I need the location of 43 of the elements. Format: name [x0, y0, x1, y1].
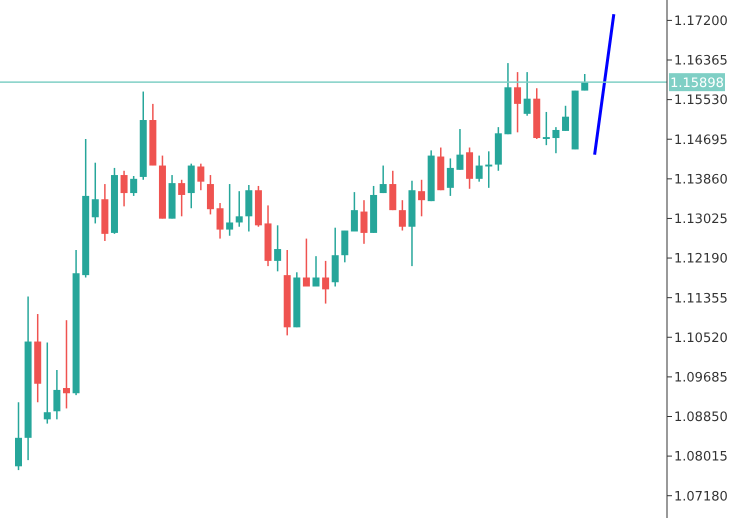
y-tick-label: 1.17200: [674, 14, 728, 30]
y-tick-label: 1.09685: [674, 370, 728, 386]
candlestick: [485, 150, 492, 189]
y-tick-label: 1.12190: [674, 252, 728, 267]
candlestick: [302, 238, 310, 288]
candlestick: [350, 191, 358, 232]
candlestick: [514, 71, 522, 134]
candlestick: [120, 170, 128, 208]
y-tick-label: 1.08015: [674, 450, 728, 465]
candlestick: [274, 224, 282, 272]
candlestick: [360, 199, 368, 245]
candlestick: [456, 128, 464, 171]
y-tick-label: 1.11355: [674, 291, 728, 306]
candlestick: [92, 162, 99, 224]
y-tick-label: 1.07180: [674, 489, 728, 504]
y-tick-label: 1.16365: [674, 54, 728, 69]
candlestick: [562, 105, 570, 132]
candlestick: [226, 183, 234, 237]
candlestick: [418, 179, 426, 218]
candlestick: [178, 179, 186, 218]
y-tick-label: 1.10520: [674, 330, 728, 346]
candlestick: [476, 154, 483, 182]
y-tick-label: 1.08850: [674, 410, 728, 426]
candlestick: [446, 158, 454, 197]
candlestick: [380, 164, 387, 194]
y-tick-label: 1.14695: [674, 132, 728, 148]
candlestick: [552, 126, 560, 154]
candlestick: [524, 71, 531, 116]
candlestick: [197, 162, 204, 191]
candlestick: [62, 319, 70, 410]
candlestick: [322, 260, 330, 304]
candlestick: [216, 202, 224, 240]
candlestick: [44, 342, 51, 424]
y-tick-label: 1.15530: [674, 93, 728, 108]
ref-line-label: 1.15898: [670, 76, 724, 92]
candlestick: [130, 175, 138, 197]
candlestick: [312, 255, 320, 288]
y-tick-label: 1.13025: [674, 212, 728, 228]
candlestick: [542, 111, 550, 146]
candlestick: [398, 199, 406, 232]
y-tick-label: 1.13860: [674, 172, 728, 188]
candlestick: [236, 190, 243, 228]
candlestick: [53, 369, 60, 420]
